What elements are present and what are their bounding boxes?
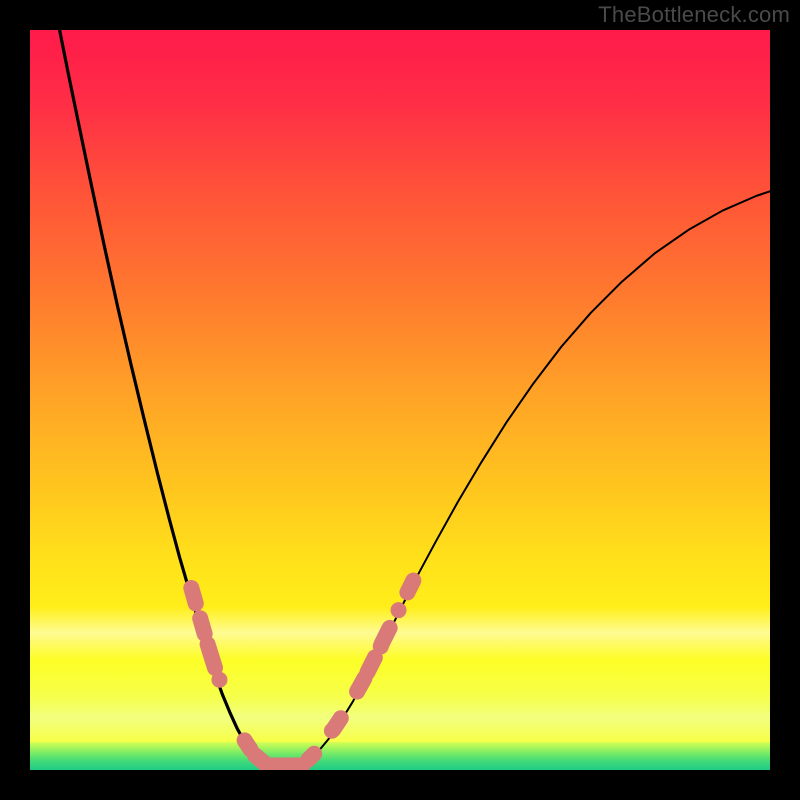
marker-capsule xyxy=(333,718,340,729)
marker-dot xyxy=(391,602,407,618)
marker-capsule xyxy=(200,618,204,634)
plot-area xyxy=(30,30,770,770)
marker-capsule xyxy=(367,658,374,673)
chart-page: TheBottleneck.com xyxy=(0,0,800,800)
marker-capsule xyxy=(357,678,364,691)
marker-capsule xyxy=(308,754,314,760)
marker-capsule xyxy=(208,644,215,668)
marker-capsule xyxy=(245,740,251,749)
watermark-text: TheBottleneck.com xyxy=(598,2,790,28)
marker-capsule xyxy=(191,588,195,604)
marker-capsule xyxy=(382,628,390,644)
marker-capsule xyxy=(407,581,413,593)
markers-layer xyxy=(30,30,770,770)
marker-dot xyxy=(211,672,227,688)
